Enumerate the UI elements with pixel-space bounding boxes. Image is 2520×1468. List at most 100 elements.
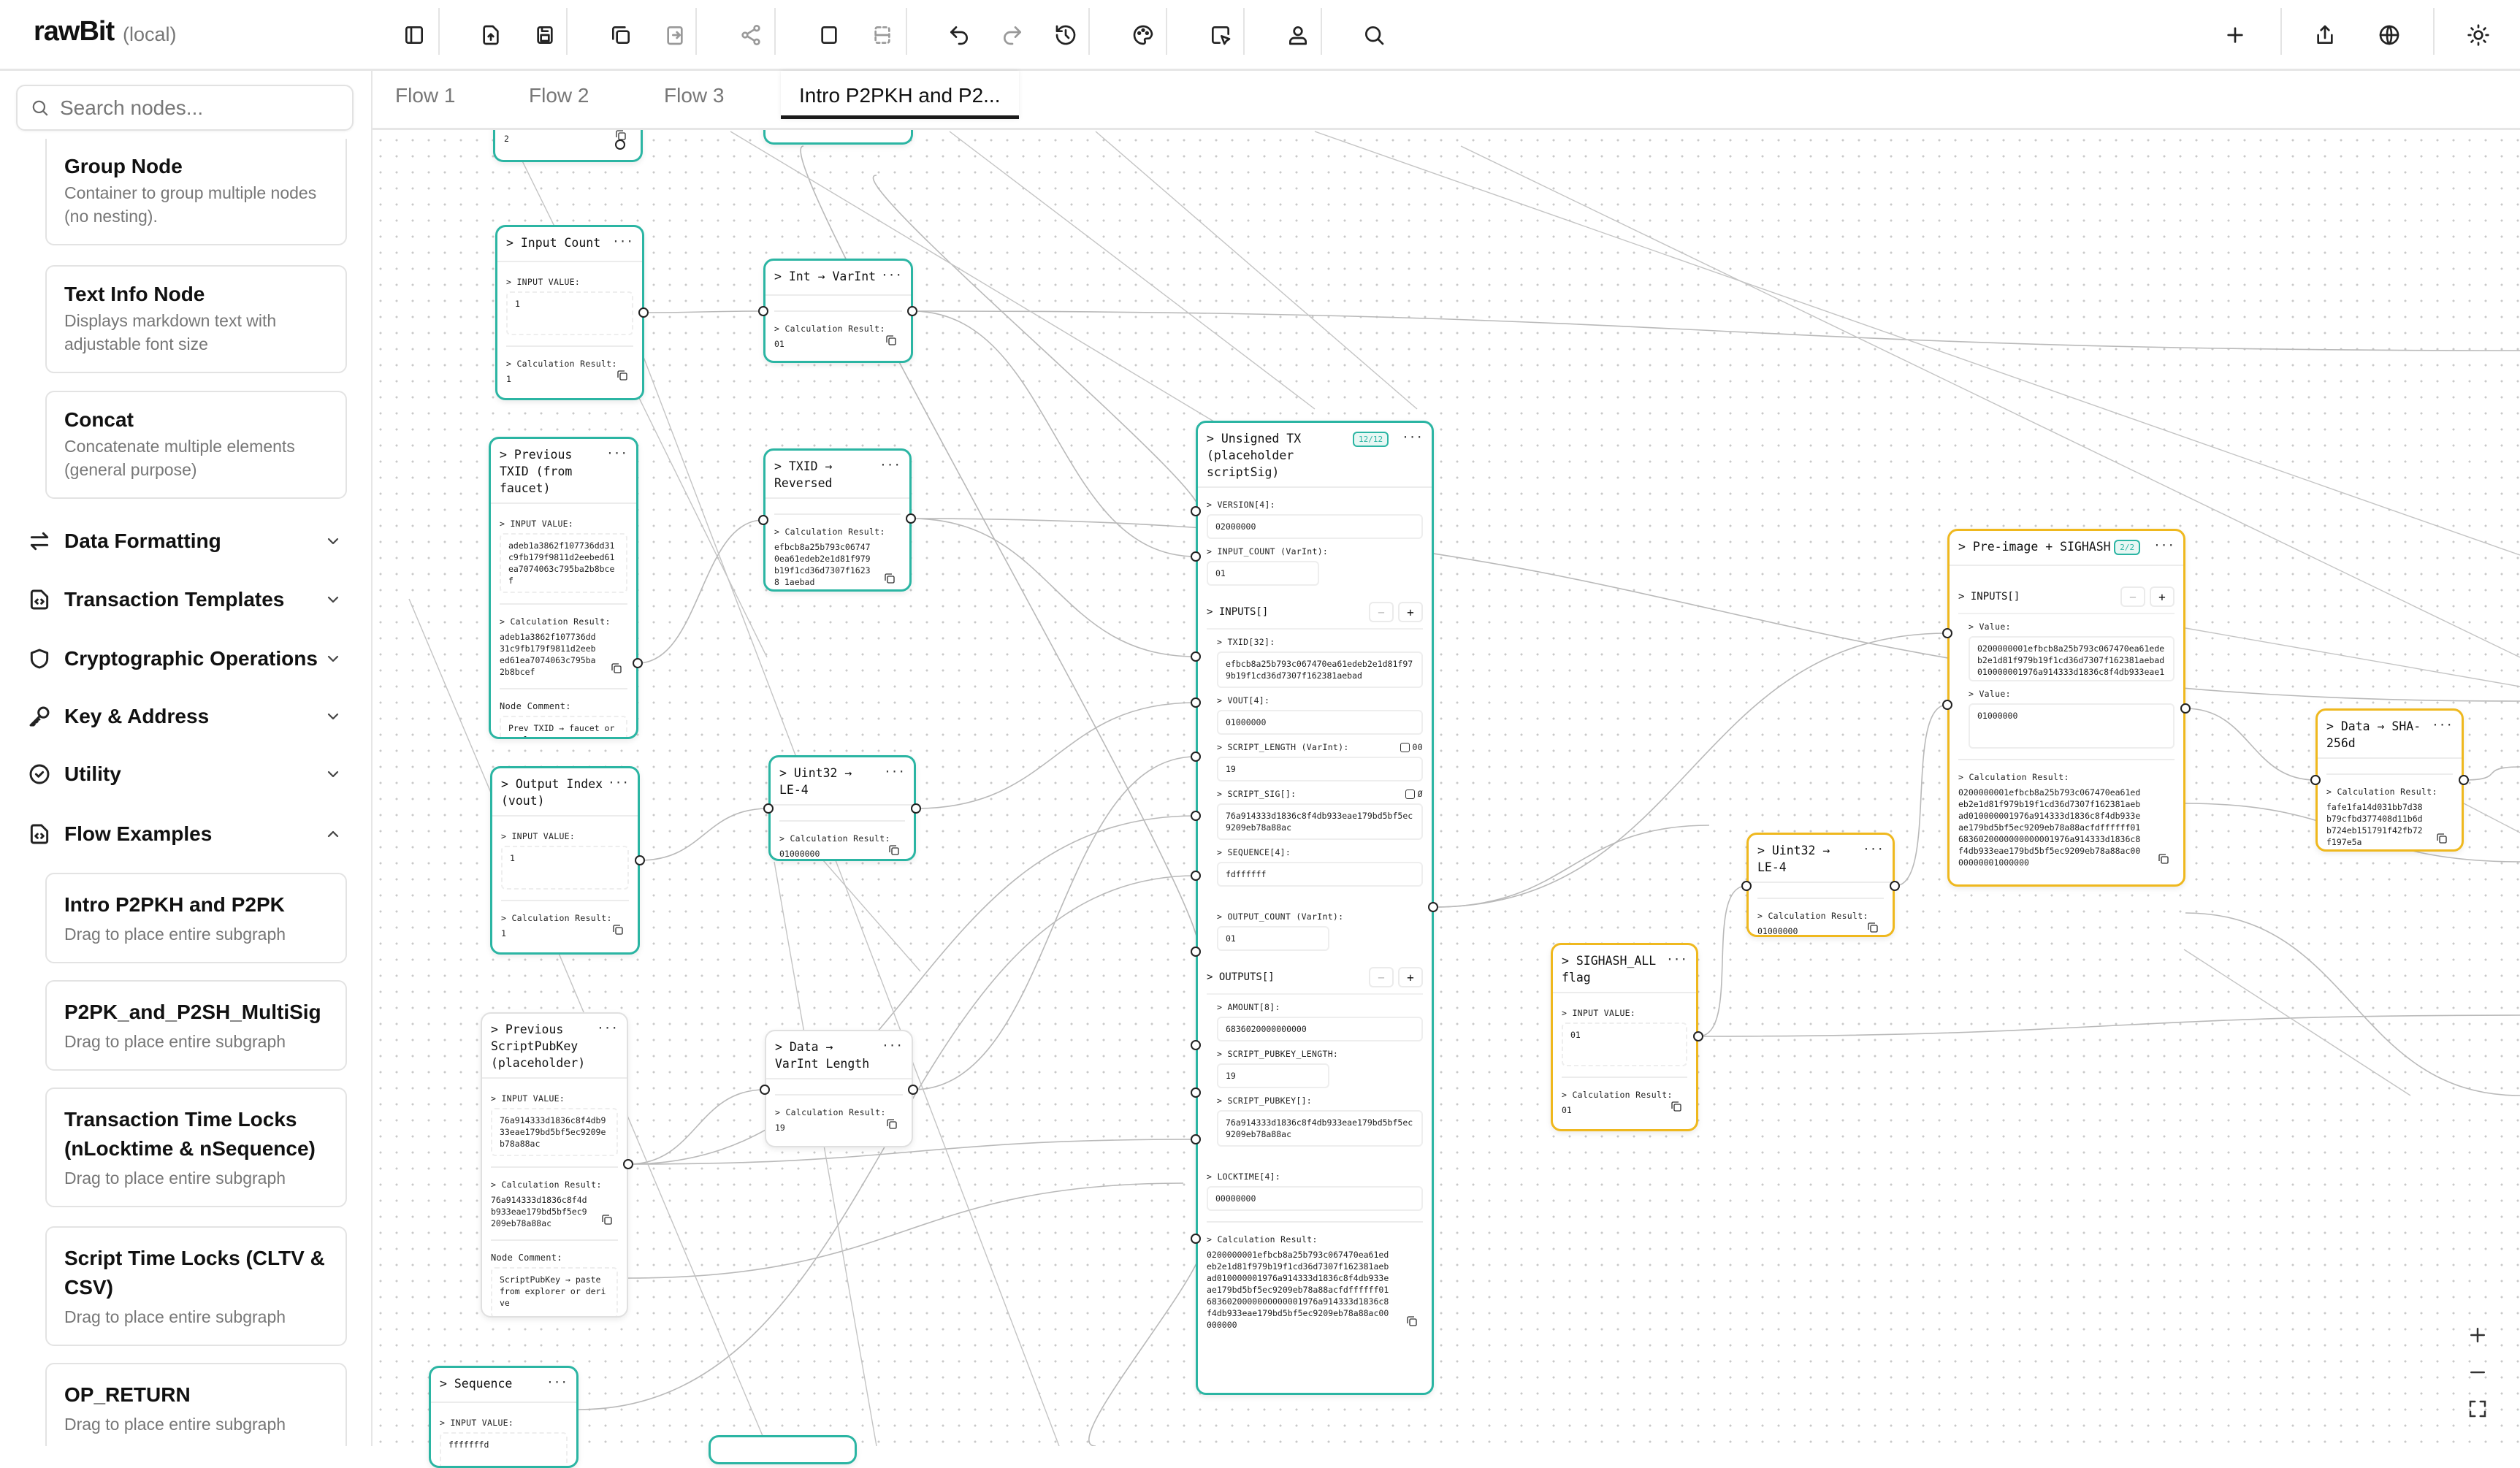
- node-int-varint[interactable]: > Int → VarInt ··· > Calculation Result: 01: [763, 259, 913, 363]
- zoom-in-button[interactable]: [2463, 1320, 2492, 1350]
- node-header[interactable]: > Input Count ···: [497, 227, 642, 262]
- paste-button[interactable]: [659, 19, 691, 51]
- copy-button[interactable]: [605, 19, 637, 51]
- comment-field[interactable]: ScriptPubKey → paste from explorer or de…: [491, 1267, 618, 1316]
- connection-handle[interactable]: [2310, 775, 2321, 785]
- node-header[interactable]: > Data → SHA-256d ···: [2318, 711, 2462, 759]
- field-value[interactable]: 01000000: [1969, 703, 2175, 749]
- node-menu-button[interactable]: ···: [612, 234, 633, 248]
- node-output-index[interactable]: > Output Index (vout) ··· > INPUT VALUE: 1 >…: [490, 766, 640, 955]
- search-button[interactable]: [1358, 19, 1390, 51]
- node-uint32-le4-a[interactable]: > Uint32 → LE-4 ··· > Calculation Result: 0…: [768, 755, 916, 861]
- node-input-count[interactable]: > Input Count ··· > INPUT VALUE: 1 > Calcula…: [495, 225, 644, 400]
- category-data-formatting[interactable]: Data Formatting: [28, 523, 342, 559]
- field-value[interactable]: 0200000001efbcb8a25b793c067470ea61edeb2e…: [1969, 636, 2175, 681]
- flow-example-card[interactable]: Script Time Locks (CLTV & CSV) Drag to pl…: [45, 1226, 347, 1346]
- copy-icon[interactable]: [1670, 1100, 1684, 1115]
- connection-handle[interactable]: [2459, 775, 2469, 785]
- save-button[interactable]: [529, 19, 561, 51]
- field-value[interactable]: 19: [1217, 1063, 1329, 1088]
- search-input[interactable]: [60, 96, 337, 120]
- connection-handle[interactable]: [1191, 506, 1201, 516]
- node-header[interactable]: > Data → VarInt Length ···: [766, 1031, 912, 1079]
- field-value[interactable]: 19: [1217, 757, 1423, 781]
- connection-handle[interactable]: [1191, 1040, 1201, 1050]
- category-utility[interactable]: Utility: [28, 756, 342, 792]
- node-unsigned-tx[interactable]: > Unsigned TX (placeholder scriptSig) 12/…: [1196, 421, 1434, 1395]
- connection-handle[interactable]: [635, 855, 645, 865]
- field-value[interactable]: fdffffff: [1217, 862, 1423, 887]
- field-value[interactable]: 76a914333d1836c8f4db933eae179bd5bf5ec920…: [1217, 1110, 1423, 1147]
- node-menu-button[interactable]: ···: [879, 458, 901, 472]
- connection-handle[interactable]: [906, 513, 916, 524]
- tab-2[interactable]: Flow 3: [664, 84, 725, 107]
- checkbox[interactable]: [1400, 742, 1410, 752]
- node-header[interactable]: > TXID → Reversed ···: [765, 451, 909, 499]
- node-menu-button[interactable]: ···: [1666, 952, 1687, 966]
- node-menu-button[interactable]: ···: [608, 776, 629, 790]
- connection-handle[interactable]: [1942, 700, 1952, 710]
- category-transaction-templates[interactable]: Transaction Templates: [28, 581, 342, 618]
- category-flow-examples[interactable]: Flow Examples: [28, 816, 342, 852]
- tab-1[interactable]: Flow 2: [529, 84, 589, 107]
- remove-item-button[interactable]: −: [2120, 586, 2145, 607]
- connection-handle[interactable]: [638, 307, 649, 318]
- add-item-button[interactable]: +: [1398, 602, 1423, 622]
- connection-handle[interactable]: [615, 139, 625, 150]
- import-file-button[interactable]: [475, 19, 507, 51]
- connection-handle[interactable]: [633, 658, 643, 668]
- connection-handle[interactable]: [908, 1085, 918, 1095]
- copy-icon[interactable]: [885, 334, 899, 348]
- node-header[interactable]: > Unsigned TX (placeholder scriptSig) 12/…: [1198, 423, 1432, 488]
- connection-handle[interactable]: [1191, 811, 1201, 821]
- search-box[interactable]: [16, 85, 354, 131]
- copy-icon[interactable]: [2157, 852, 2172, 867]
- add-item-button[interactable]: +: [1398, 967, 1423, 987]
- node-menu-button[interactable]: ···: [546, 1375, 568, 1389]
- copy-icon[interactable]: [610, 662, 625, 676]
- remove-item-button[interactable]: −: [1369, 602, 1394, 622]
- connection-handle[interactable]: [1693, 1031, 1703, 1041]
- input-value-field[interactable]: adeb1a3862f107736dd31c9fb179f9811d2eebed…: [500, 533, 627, 593]
- group-button[interactable]: [813, 19, 845, 51]
- comment-field[interactable]: Prev TXID → faucet or explorer: [500, 716, 627, 737]
- user-profile-button[interactable]: [1282, 19, 1314, 51]
- share-button[interactable]: [2309, 19, 2341, 51]
- connection-handle[interactable]: [1191, 697, 1201, 708]
- share-nodes-button[interactable]: [735, 19, 767, 51]
- category-cryptographic-operations[interactable]: Cryptographic Operations: [28, 641, 342, 677]
- connection-handle[interactable]: [907, 306, 917, 316]
- remove-item-button[interactable]: −: [1369, 967, 1394, 987]
- zoom-out-button[interactable]: [2463, 1358, 2492, 1387]
- connection-handle[interactable]: [1191, 651, 1201, 662]
- fit-view-button[interactable]: [2463, 1394, 2492, 1423]
- input-value-field[interactable]: 1: [501, 846, 629, 890]
- node-header[interactable]: > Pre-image + SIGHASH 2/2 ···: [1950, 531, 2183, 566]
- sidebar-toggle-button[interactable]: [398, 19, 430, 51]
- connection-handle[interactable]: [758, 515, 768, 525]
- node-menu-button[interactable]: ···: [2432, 718, 2453, 732]
- node-header[interactable]: > Uint32 → LE-4 ···: [1749, 835, 1893, 883]
- node-menu-button[interactable]: ···: [1402, 430, 1423, 444]
- field-value[interactable]: 00000000: [1207, 1186, 1423, 1211]
- field-value[interactable]: 01: [1207, 561, 1319, 586]
- undo-button[interactable]: [943, 19, 975, 51]
- connection-handle[interactable]: [1191, 1234, 1201, 1244]
- field-toggle[interactable]: 00: [1400, 742, 1423, 752]
- node-card[interactable]: Group Node Container to group multiple no…: [45, 139, 347, 245]
- flow-example-card[interactable]: Transaction Time Locks (nLocktime & nSeq…: [45, 1087, 347, 1207]
- flow-example-card[interactable]: P2PK_and_P2SH_MultiSig Drag to place enti…: [45, 980, 347, 1071]
- node-menu-button[interactable]: ···: [884, 765, 905, 779]
- node-header[interactable]: > Int → VarInt ···: [765, 261, 911, 296]
- connection-handle[interactable]: [2180, 703, 2191, 714]
- node-uint32-le4-b[interactable]: > Uint32 → LE-4 ··· > Calculation Result: 0…: [1746, 833, 1895, 937]
- field-value[interactable]: 01: [1217, 926, 1329, 951]
- node-header[interactable]: > Sequence ···: [431, 1368, 576, 1403]
- connection-handle[interactable]: [1191, 1134, 1201, 1144]
- node-menu-button[interactable]: ···: [882, 1039, 903, 1052]
- history-button[interactable]: [1050, 19, 1082, 51]
- input-value-field[interactable]: fffffffd: [440, 1432, 568, 1466]
- ungroup-button[interactable]: [866, 19, 898, 51]
- node-sequence[interactable]: > Sequence ··· > INPUT VALUE: fffffffd: [429, 1366, 579, 1468]
- copy-icon[interactable]: [1866, 921, 1881, 935]
